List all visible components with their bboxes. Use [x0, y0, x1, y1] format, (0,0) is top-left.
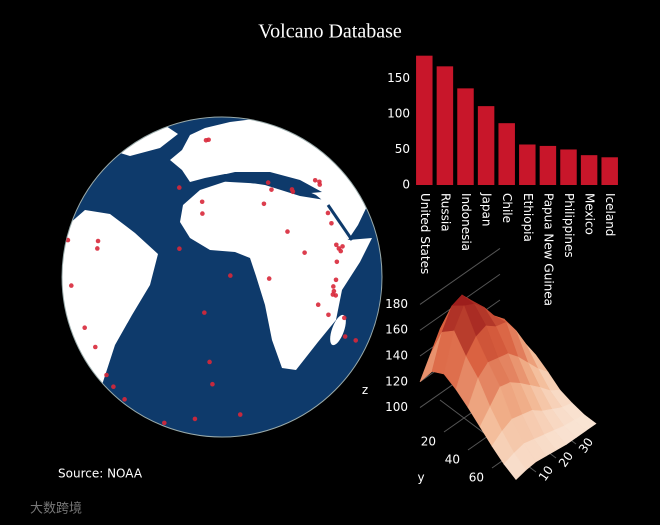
- volcano-point: [203, 137, 209, 143]
- volcano-point: [122, 397, 127, 402]
- y-tick-label: 0: [402, 178, 410, 192]
- volcano-point: [177, 246, 182, 251]
- volcano-point: [330, 292, 336, 297]
- y-tick-label: 100: [387, 106, 410, 120]
- y-tick-label: 150: [387, 71, 410, 85]
- x-tick-label: Philippines: [562, 193, 576, 258]
- red-sea: [326, 204, 354, 241]
- volcano-point: [202, 310, 207, 315]
- z-tick-label: 180: [385, 297, 408, 311]
- bar: [436, 66, 454, 185]
- z-tick-label: 120: [385, 374, 408, 388]
- volcano-point: [338, 248, 344, 254]
- globe-outline: [61, 116, 383, 438]
- y-tick-label: 40: [445, 453, 460, 467]
- z-tick-label: 140: [385, 349, 408, 363]
- x-tick-label: Papua New Guinea: [541, 193, 555, 306]
- bar: [560, 149, 577, 185]
- x-tick-label: Chile: [500, 193, 514, 223]
- y-tick-label: 20: [421, 435, 436, 449]
- volcano-point: [176, 185, 182, 190]
- volcano-point: [261, 201, 267, 207]
- volcano-point: [315, 302, 321, 308]
- volcano-point: [285, 229, 290, 234]
- x-tick-label: Ethiopia: [521, 193, 535, 242]
- z-grid-line: [419, 248, 501, 305]
- volcano-point: [111, 384, 116, 389]
- volcano-point: [210, 381, 215, 387]
- volcano-point: [317, 179, 322, 185]
- x-tick-label: Japan: [480, 192, 494, 226]
- volcano-point: [341, 315, 347, 321]
- volcano-point: [207, 359, 212, 365]
- volcano-point: [340, 244, 345, 249]
- x-tick-label: Indonesia: [459, 193, 473, 251]
- bar: [457, 88, 474, 185]
- surface-cell: [503, 452, 527, 481]
- volcano-point: [334, 259, 340, 265]
- volcano-point: [192, 416, 198, 422]
- x-tick-label: Mexico: [583, 193, 597, 235]
- volcano-point: [228, 273, 233, 278]
- volcano-point: [325, 210, 331, 216]
- volcano-point: [104, 372, 109, 378]
- volcano-point: [302, 250, 307, 255]
- volcano-point: [200, 211, 205, 216]
- bar: [601, 157, 618, 185]
- volcano-point: [329, 221, 334, 226]
- volcano-point: [199, 199, 205, 205]
- x-tick-label: Iceland: [603, 193, 617, 236]
- africa: [180, 180, 372, 370]
- volcano-points: [65, 137, 359, 426]
- bar: [498, 123, 515, 185]
- madagascar: [330, 314, 346, 346]
- z-axis-title: z: [362, 383, 368, 397]
- volcano-point: [95, 238, 101, 244]
- volcano-point: [333, 277, 339, 283]
- volcano-point: [265, 180, 271, 185]
- z-tick-label: 160: [385, 323, 408, 337]
- volcano-point: [334, 242, 339, 248]
- bar: [539, 145, 557, 185]
- volcano-point: [290, 189, 296, 195]
- volcano-point: [269, 187, 274, 192]
- y-tick-label: 50: [395, 142, 410, 156]
- volcano-point: [237, 412, 243, 417]
- volcano-point: [266, 276, 272, 281]
- x-tick-label: Russia: [438, 193, 452, 232]
- volcano-point: [82, 325, 87, 331]
- y-tick-label: 60: [469, 471, 484, 485]
- y-axis-title: y: [417, 471, 424, 485]
- bar: [477, 106, 495, 185]
- volcano-point: [69, 283, 74, 288]
- x-tick-label: United States: [418, 193, 432, 274]
- watermark: 大数跨境: [30, 502, 82, 517]
- bar: [580, 155, 598, 185]
- bar: [416, 55, 433, 186]
- volcano-point: [95, 246, 100, 251]
- volcano-point: [65, 237, 71, 243]
- volcano-point: [93, 344, 98, 350]
- bar: [519, 144, 536, 185]
- volcano-point: [342, 334, 348, 339]
- source-note: Source: NOAA: [58, 467, 143, 481]
- volcano-point: [326, 312, 331, 318]
- z-tick-label: 100: [385, 400, 408, 414]
- volcano-point: [353, 338, 359, 343]
- volcano-point: [161, 420, 167, 426]
- chart-title: Volcano Database: [258, 21, 402, 43]
- volcano-point: [312, 177, 318, 183]
- volcano-point: [331, 284, 336, 289]
